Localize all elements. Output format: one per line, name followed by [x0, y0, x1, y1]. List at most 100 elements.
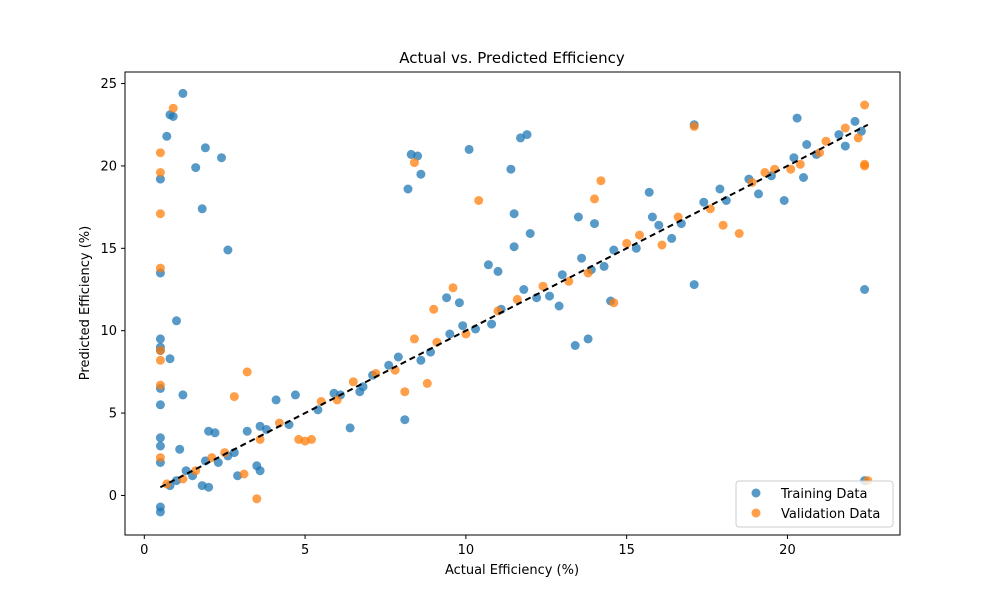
data-point	[429, 304, 439, 314]
y-tick-label: 15	[100, 242, 117, 257]
data-point	[577, 253, 587, 263]
data-point	[229, 392, 239, 402]
data-point	[239, 469, 249, 479]
data-point	[654, 220, 664, 230]
data-point	[850, 116, 860, 126]
data-point	[403, 184, 413, 194]
x-tick-label: 20	[779, 543, 796, 558]
data-point	[178, 390, 188, 400]
data-point	[300, 436, 310, 446]
data-point	[155, 400, 165, 410]
data-point	[168, 103, 178, 113]
data-point	[155, 507, 165, 517]
data-point	[255, 434, 265, 444]
data-point	[458, 321, 468, 331]
data-point	[860, 159, 870, 169]
legend-marker-validation	[751, 508, 761, 518]
data-point	[290, 390, 300, 400]
data-point	[217, 153, 226, 163]
data-point	[409, 158, 419, 168]
data-point	[483, 260, 493, 270]
y-axis-label: Predicted Efficiency (%)	[78, 226, 93, 380]
data-point	[760, 168, 770, 177]
reference-line	[159, 123, 869, 489]
series-training	[155, 88, 870, 517]
data-point	[590, 219, 599, 229]
data-point	[168, 112, 178, 121]
data-point	[718, 220, 728, 230]
data-point	[200, 143, 210, 153]
data-point	[673, 212, 683, 222]
data-point	[454, 298, 464, 308]
data-point	[557, 270, 567, 280]
data-point	[271, 395, 281, 405]
data-point	[573, 212, 583, 222]
x-axis: 0 5 10 15 20	[140, 535, 796, 558]
data-point	[860, 100, 870, 110]
data-point	[590, 194, 599, 204]
data-point	[422, 378, 432, 388]
data-point	[599, 261, 609, 271]
data-point	[262, 425, 271, 434]
data-point	[786, 164, 796, 174]
data-point	[789, 153, 799, 163]
data-point	[564, 276, 574, 286]
y-tick-label: 0	[109, 489, 117, 504]
data-point	[155, 263, 165, 273]
legend-label-training: Training Data	[780, 487, 867, 502]
data-point	[834, 130, 844, 140]
data-point	[657, 240, 667, 250]
data-point	[609, 298, 619, 308]
data-point	[799, 173, 808, 182]
data-point	[345, 423, 355, 433]
data-point	[525, 229, 535, 238]
data-point	[197, 204, 207, 214]
data-point	[779, 196, 789, 205]
data-point	[609, 245, 619, 255]
data-point	[519, 285, 529, 294]
data-point	[155, 209, 165, 219]
data-point	[155, 441, 165, 451]
data-point	[570, 341, 580, 350]
x-tick-label: 5	[301, 543, 309, 558]
axes-frame	[124, 71, 901, 536]
data-point	[487, 319, 497, 329]
data-point	[795, 159, 805, 169]
data-point	[155, 174, 165, 184]
data-point	[162, 131, 172, 141]
data-point	[178, 88, 188, 98]
data-point	[635, 230, 644, 240]
data-point	[155, 334, 165, 344]
data-point	[313, 405, 323, 415]
y-tick-label: 20	[100, 159, 117, 174]
data-point	[522, 130, 532, 140]
data-point	[442, 293, 452, 303]
data-point	[384, 360, 394, 370]
data-point	[545, 291, 554, 301]
data-point	[348, 377, 358, 387]
data-point	[792, 113, 802, 123]
data-point	[445, 329, 455, 339]
data-point	[416, 169, 426, 179]
data-point	[252, 494, 262, 504]
series-validation	[155, 100, 873, 504]
data-point	[172, 316, 181, 326]
data-point	[155, 355, 165, 365]
data-point	[155, 346, 165, 355]
data-point	[191, 163, 201, 173]
data-point	[512, 294, 522, 304]
data-point	[689, 121, 699, 131]
data-point	[400, 387, 410, 397]
data-point	[464, 144, 474, 154]
data-point	[204, 482, 214, 492]
data-point	[155, 168, 165, 177]
data-point	[715, 184, 725, 194]
data-point	[175, 444, 185, 454]
y-axis: 0 5 10 15 20 25	[100, 77, 125, 504]
y-tick-label: 10	[100, 324, 117, 339]
data-point	[416, 355, 426, 365]
legend-label-validation: Validation Data	[781, 507, 880, 522]
data-point	[400, 415, 410, 425]
